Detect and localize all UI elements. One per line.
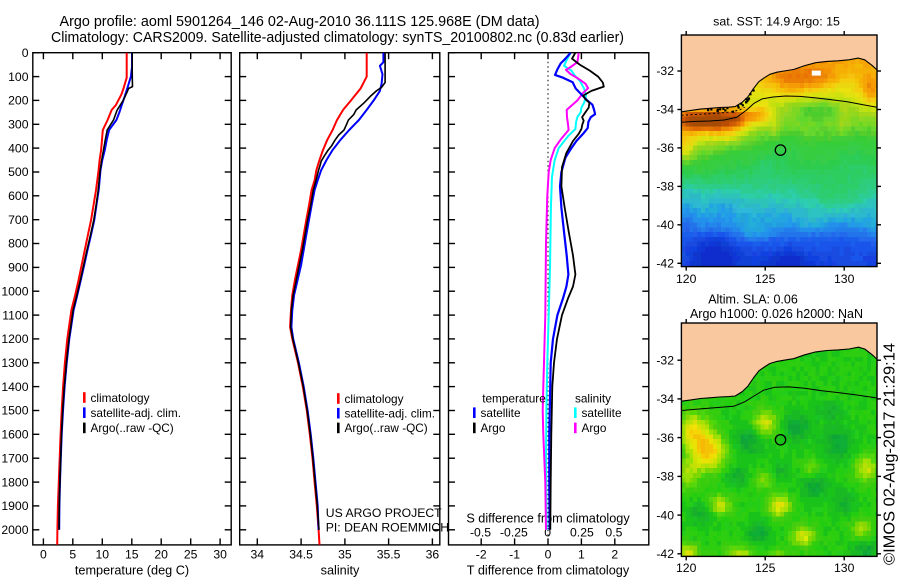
svg-text:US ARGO PROJECT: US ARGO PROJECT xyxy=(326,506,442,520)
svg-text:-38: -38 xyxy=(656,470,674,484)
svg-text:1700: 1700 xyxy=(1,451,28,465)
svg-text:120: 120 xyxy=(676,272,697,286)
svg-text:T difference from climatology: T difference from climatology xyxy=(467,564,630,578)
svg-text:130: 130 xyxy=(834,561,855,575)
svg-text:30: 30 xyxy=(213,548,227,562)
svg-text:1500: 1500 xyxy=(1,404,28,418)
svg-text:0: 0 xyxy=(40,548,47,562)
svg-text:0: 0 xyxy=(22,46,29,60)
svg-text:120: 120 xyxy=(676,561,697,575)
svg-text:125: 125 xyxy=(755,272,776,286)
svg-text:400: 400 xyxy=(8,141,29,155)
svg-text:130: 130 xyxy=(834,272,855,286)
svg-text:1000: 1000 xyxy=(1,284,28,298)
svg-text:600: 600 xyxy=(8,189,29,203)
svg-text:satellite-adj. clim.: satellite-adj. clim. xyxy=(91,406,181,420)
svg-text:Altim. SLA: 0.06: Altim. SLA: 0.06 xyxy=(708,293,798,307)
svg-text:1800: 1800 xyxy=(1,475,28,489)
svg-text:125: 125 xyxy=(755,561,776,575)
svg-text:-42: -42 xyxy=(656,547,674,561)
svg-text:-2: -2 xyxy=(476,548,487,562)
svg-text:0: 0 xyxy=(544,526,551,540)
svg-text:Climatology: CARS2009. Satelli: Climatology: CARS2009. Satellite-adjuste… xyxy=(51,30,624,46)
svg-text:-40: -40 xyxy=(656,218,674,232)
svg-text:800: 800 xyxy=(8,237,29,251)
svg-text:10: 10 xyxy=(96,548,110,562)
svg-text:36: 36 xyxy=(426,548,440,562)
svg-text:34: 34 xyxy=(251,548,265,562)
svg-text:satellite: satellite xyxy=(481,406,521,420)
svg-text:200: 200 xyxy=(8,94,29,108)
svg-text:1200: 1200 xyxy=(1,332,28,346)
svg-text:©IMOS 02-Aug-2017 21:29:14: ©IMOS 02-Aug-2017 21:29:14 xyxy=(882,343,899,565)
svg-text:2: 2 xyxy=(611,548,618,562)
svg-text:35.5: 35.5 xyxy=(377,548,401,562)
svg-text:-38: -38 xyxy=(656,180,674,194)
svg-text:S difference from climatology: S difference from climatology xyxy=(466,512,630,526)
svg-text:Argo(..raw -QC): Argo(..raw -QC) xyxy=(91,421,174,435)
svg-text:300: 300 xyxy=(8,118,29,132)
svg-text:-32: -32 xyxy=(656,353,674,367)
svg-text:1900: 1900 xyxy=(1,499,28,513)
svg-text:-0.5: -0.5 xyxy=(470,526,491,540)
svg-text:-32: -32 xyxy=(656,64,674,78)
svg-text:-42: -42 xyxy=(656,257,674,271)
svg-text:2000: 2000 xyxy=(1,523,28,537)
svg-text:Argo h1000: 0.026 h2000: NaN: Argo h1000: 0.026 h2000: NaN xyxy=(690,307,863,321)
svg-text:salinity: salinity xyxy=(321,564,360,578)
svg-text:Argo: Argo xyxy=(481,421,506,435)
svg-text:34.5: 34.5 xyxy=(289,548,313,562)
svg-text:-34: -34 xyxy=(656,392,674,406)
svg-text:-1: -1 xyxy=(509,548,520,562)
svg-text:100: 100 xyxy=(8,70,29,84)
svg-text:Argo(..raw -QC): Argo(..raw -QC) xyxy=(345,421,428,435)
svg-text:-34: -34 xyxy=(656,103,674,117)
svg-text:15: 15 xyxy=(125,548,139,562)
svg-text:35: 35 xyxy=(338,548,352,562)
svg-text:satellite: satellite xyxy=(582,406,622,420)
svg-text:25: 25 xyxy=(184,548,198,562)
svg-text:-36: -36 xyxy=(656,141,674,155)
svg-text:1400: 1400 xyxy=(1,380,28,394)
svg-text:-40: -40 xyxy=(656,508,674,522)
svg-text:20: 20 xyxy=(154,548,168,562)
svg-text:-0.25: -0.25 xyxy=(500,526,528,540)
svg-text:temperature (deg C): temperature (deg C) xyxy=(75,564,189,578)
svg-text:900: 900 xyxy=(8,261,29,275)
svg-text:satellite-adj. clim.: satellite-adj. clim. xyxy=(345,407,435,421)
svg-text:1300: 1300 xyxy=(1,356,28,370)
svg-text:climatology: climatology xyxy=(91,391,150,405)
svg-text:sat. SST: 14.9 Argo: 15: sat. SST: 14.9 Argo: 15 xyxy=(713,15,840,29)
svg-text:0.25: 0.25 xyxy=(570,526,594,540)
svg-text:Argo profile: aoml 5901264_146: Argo profile: aoml 5901264_146 02-Aug-20… xyxy=(60,14,540,30)
svg-text:Argo: Argo xyxy=(582,421,607,435)
svg-text:0.5: 0.5 xyxy=(605,526,622,540)
svg-text:5: 5 xyxy=(69,548,76,562)
svg-text:temperature: temperature xyxy=(482,391,546,405)
svg-text:1600: 1600 xyxy=(1,428,28,442)
svg-text:1: 1 xyxy=(578,548,585,562)
svg-text:700: 700 xyxy=(8,213,29,227)
svg-text:500: 500 xyxy=(8,165,29,179)
svg-text:0: 0 xyxy=(545,548,552,562)
svg-text:climatology: climatology xyxy=(345,392,404,406)
svg-text:salinity: salinity xyxy=(575,391,611,405)
svg-text:-36: -36 xyxy=(656,431,674,445)
svg-text:1100: 1100 xyxy=(2,308,28,322)
svg-text:PI: DEAN ROEMMICH: PI: DEAN ROEMMICH xyxy=(326,521,449,535)
